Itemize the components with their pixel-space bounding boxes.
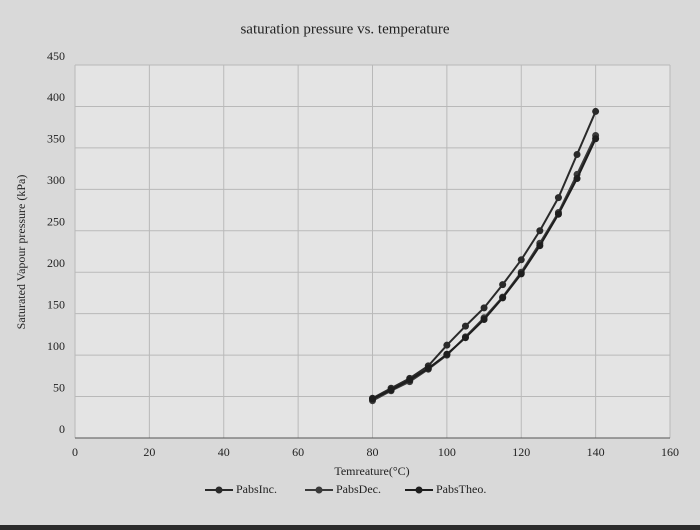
chart-title: saturation pressure vs. temperature <box>240 21 449 37</box>
data-point <box>443 350 451 358</box>
x-tick-label: 40 <box>218 445 230 459</box>
y-tick-label: 350 <box>47 132 65 146</box>
y-tick-label: 250 <box>47 215 65 229</box>
data-point <box>592 107 600 115</box>
data-point <box>480 304 488 312</box>
data-point <box>480 315 488 323</box>
y-tick-label: 100 <box>47 339 65 353</box>
legend-label: PabsDec. <box>336 482 381 496</box>
legend-label: PabsInc. <box>236 482 277 496</box>
x-tick-label: 120 <box>512 445 530 459</box>
data-point <box>517 270 525 278</box>
data-point <box>406 376 414 384</box>
y-tick-label: 50 <box>53 380 65 394</box>
x-tick-label: 60 <box>292 445 304 459</box>
x-tick-label: 0 <box>72 445 78 459</box>
y-tick-label: 150 <box>47 297 65 311</box>
data-point <box>536 242 544 250</box>
data-point <box>443 341 451 349</box>
legend-marker <box>315 486 323 494</box>
data-point <box>461 334 469 342</box>
x-tick-label: 20 <box>143 445 155 459</box>
x-tick-label: 160 <box>661 445 679 459</box>
y-tick-label: 0 <box>59 422 65 436</box>
data-point <box>554 210 562 218</box>
y-tick-label: 300 <box>47 173 65 187</box>
data-point <box>592 135 600 143</box>
data-point <box>461 322 469 330</box>
x-tick-label: 140 <box>587 445 605 459</box>
x-axis-label: Temreature(°C) <box>334 464 409 478</box>
data-point <box>573 151 581 159</box>
data-point <box>554 194 562 202</box>
x-tick-label: 100 <box>438 445 456 459</box>
data-point <box>499 294 507 302</box>
y-tick-label: 400 <box>47 90 65 104</box>
data-point <box>517 256 525 264</box>
legend-label: PabsTheo. <box>436 482 486 496</box>
data-point <box>499 281 507 289</box>
data-point <box>536 227 544 235</box>
legend-marker <box>415 486 423 494</box>
y-axis-label: Saturated Vapour pressure (kPa) <box>14 175 28 330</box>
y-tick-label: 450 <box>47 49 65 63</box>
y-tick-label: 200 <box>47 256 65 270</box>
data-point <box>369 395 376 403</box>
legend-marker <box>215 486 223 494</box>
x-tick-label: 80 <box>367 445 379 459</box>
data-point <box>387 386 395 394</box>
data-point <box>424 364 432 372</box>
data-point <box>573 175 581 183</box>
